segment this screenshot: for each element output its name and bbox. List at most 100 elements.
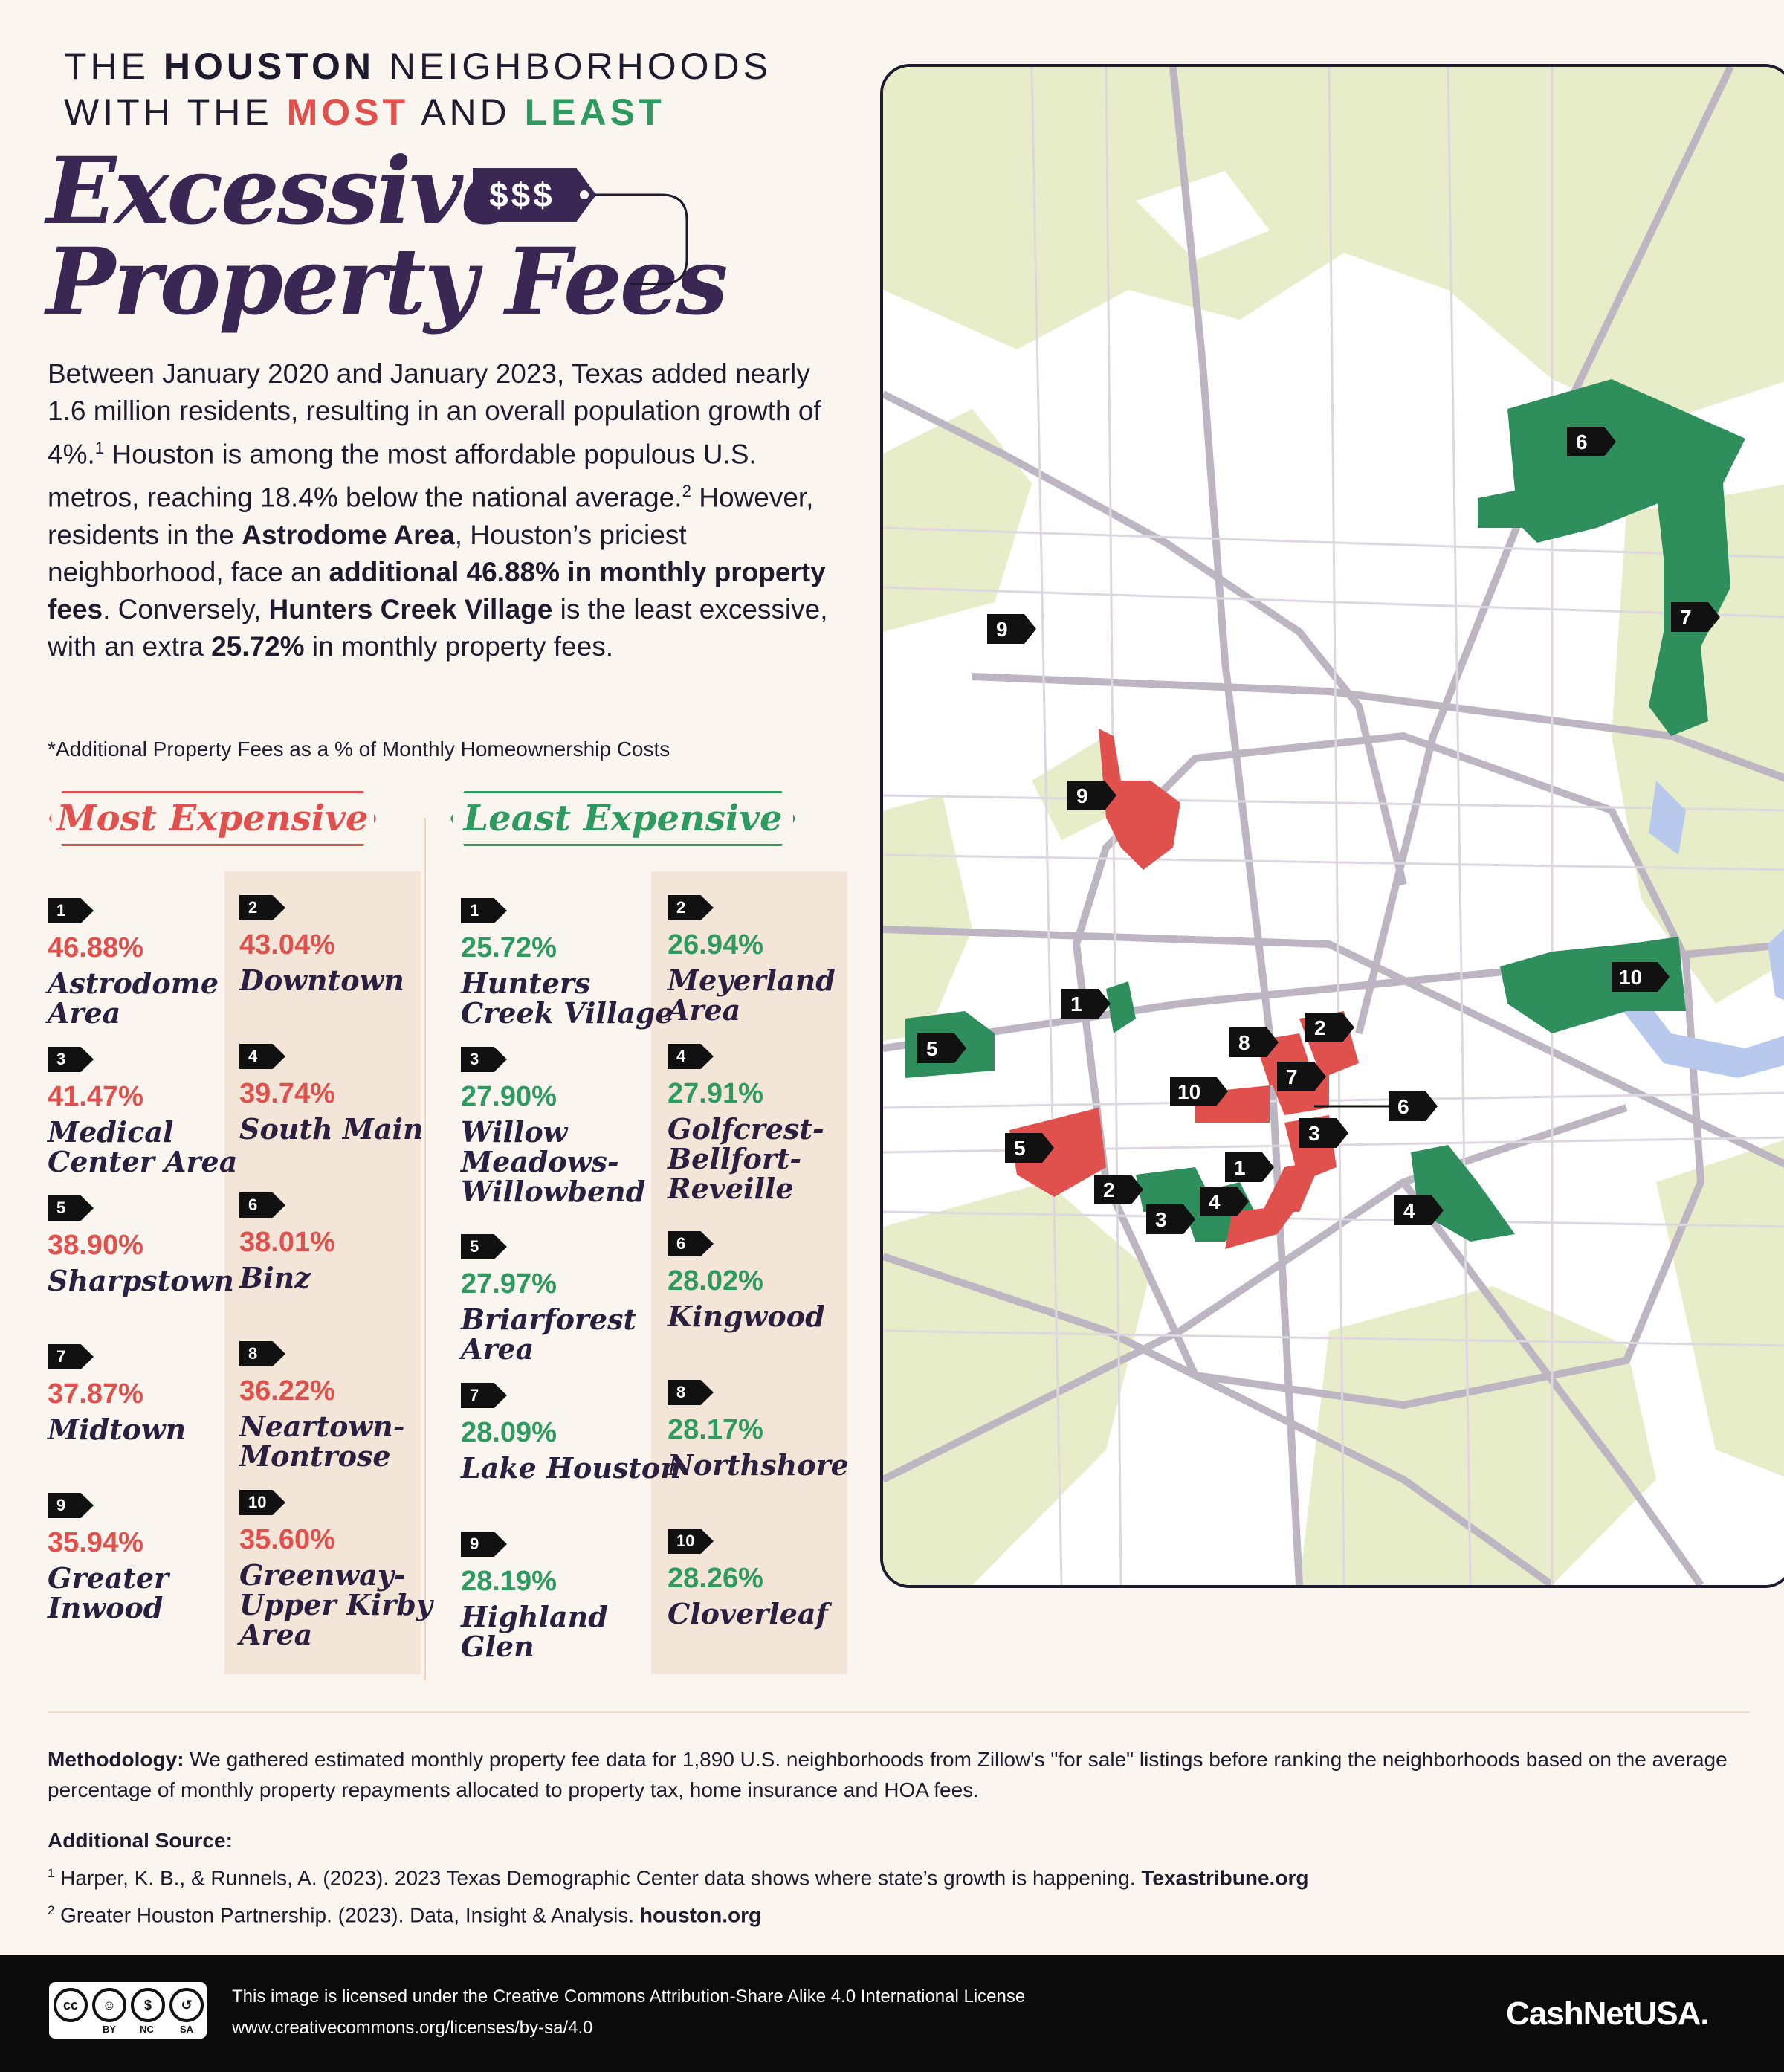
svg-text:6: 6 [1397, 1095, 1409, 1118]
svg-text:7: 7 [1680, 606, 1692, 629]
least-item-9: 9 28.19% Highland Glen [461, 1532, 684, 1662]
svg-text:1: 1 [1070, 993, 1082, 1016]
svg-text:3: 3 [1308, 1122, 1320, 1145]
fee-percentage: 41.47% [48, 1081, 143, 1112]
svg-text:6: 6 [1576, 430, 1588, 454]
most-item-8: 8 36.22% Neartown-Montrose [239, 1341, 462, 1471]
svg-text:7: 7 [1286, 1065, 1298, 1088]
rank-badge: 4 [239, 1044, 285, 1069]
water-bodies [1612, 781, 1784, 1078]
headline-line-2: WITH THE MOST AND LEAST [64, 91, 665, 134]
tag-string-icon [595, 193, 688, 285]
neighborhood-name: Cloverleaf [668, 1597, 828, 1630]
map-label-most-9: 9 [1067, 781, 1116, 810]
least-item-1: 1 25.72% Hunters Creek Village [461, 898, 684, 1028]
map-label-most-1: 1 [1225, 1152, 1274, 1182]
headline-least: LEAST [524, 91, 665, 133]
rank-badge: 5 [48, 1195, 94, 1221]
map-label-least-6: 6 [1567, 427, 1616, 456]
map-label-most-8: 8 [1229, 1027, 1279, 1057]
headline-text: NEIGHBORHOODS [375, 45, 772, 87]
fee-percentage: 37.87% [48, 1378, 143, 1410]
license-url[interactable]: www.creativecommons.org/licenses/by-sa/4… [232, 2018, 593, 2038]
fee-percentage: 35.94% [48, 1527, 143, 1558]
rank-badge: 8 [668, 1380, 714, 1405]
svg-text:4: 4 [1209, 1190, 1221, 1213]
map-label-least-4: 4 [1394, 1195, 1444, 1225]
map-label-most-4: 4 [1200, 1187, 1249, 1216]
svg-text:5: 5 [1014, 1137, 1026, 1160]
least-expensive-heading: Least Expensive [450, 791, 795, 846]
intro-paragraph: Between January 2020 and January 2023, T… [48, 358, 828, 662]
map-label-least-7: 7 [1671, 602, 1720, 632]
svg-text:9: 9 [1076, 784, 1088, 807]
rank-badge: 4 [668, 1044, 714, 1069]
neighborhood-name: Lake Houston [461, 1451, 681, 1485]
headline-text: WITH THE [64, 91, 287, 133]
fee-percentage: 27.91% [668, 1078, 763, 1109]
fee-percentage: 27.97% [461, 1268, 557, 1300]
rank-badge: 9 [461, 1532, 507, 1557]
neighborhood-name: Binz [239, 1261, 311, 1294]
most-area-9 [1099, 729, 1180, 870]
title-property-fees: Property Fees [46, 228, 728, 336]
map-label-least-3: 3 [1146, 1204, 1195, 1234]
fee-percentage: 28.09% [461, 1417, 557, 1448]
fee-percentage: 38.01% [239, 1227, 335, 1258]
least-item-4: 4 27.91% Golfcrest-Bellfort-Reveille [668, 1044, 891, 1204]
neighborhood-name: Sharpstown [48, 1264, 234, 1297]
rank-badge: 7 [48, 1344, 94, 1369]
least-item-8: 8 28.17% Northshore [668, 1380, 891, 1480]
map-label-least-5: 5 [917, 1033, 966, 1063]
neighborhood-name: Astrodome Area [48, 966, 219, 1030]
brand-logo: CashNetUSA. [1506, 1995, 1710, 2032]
rank-badge: 6 [668, 1231, 714, 1256]
fee-percentage: 35.60% [239, 1524, 335, 1555]
most-item-2: 2 43.04% Downtown [239, 895, 462, 995]
rank-badge: 3 [48, 1047, 94, 1072]
svg-text:2: 2 [1314, 1016, 1326, 1039]
least-item-6: 6 28.02% Kingwood [668, 1231, 891, 1332]
most-item-3: 3 41.47% Medical Center Area [48, 1047, 271, 1177]
separator [48, 1711, 1750, 1713]
svg-text:8: 8 [1238, 1031, 1250, 1054]
least-item-3: 3 27.90% Willow Meadows-Willowbend [461, 1047, 684, 1207]
most-item-6: 6 38.01% Binz [239, 1192, 462, 1293]
map-label-9-outer: 9 [987, 614, 1036, 644]
nc-icon: $ [131, 1988, 165, 2022]
svg-text:5: 5 [926, 1037, 938, 1060]
houston-map: 6 7 9 9 10 1 5 2 8 7 10 6 3 5 1 2 4 3 4 [880, 64, 1784, 1588]
headline-houston: HOUSTON [163, 45, 375, 87]
sources-title: Additional Source: [48, 1829, 233, 1852]
map-label-most-3: 3 [1299, 1118, 1348, 1148]
neighborhood-name: Midtown [48, 1413, 187, 1446]
most-item-5: 5 38.90% Sharpstown [48, 1195, 271, 1296]
least-item-7: 7 28.09% Lake Houston [461, 1383, 684, 1483]
sa-label: SA [180, 2024, 194, 2035]
least-area-1 [1106, 981, 1136, 1033]
cc-icon: cc [54, 1988, 88, 2022]
map-label-least-2: 2 [1094, 1175, 1143, 1204]
least-item-2: 2 26.94% Meyerland Area [668, 895, 891, 1025]
least-expensive-areas [905, 379, 1745, 1242]
neighborhood-name: Meyerland Area [668, 964, 836, 1027]
least-area-6 [1478, 379, 1745, 543]
rank-badge: 2 [668, 895, 714, 920]
most-area-1 [1262, 1160, 1322, 1212]
fee-percentage: 26.94% [668, 929, 763, 961]
tag-hole [580, 190, 589, 199]
most-item-1: 1 46.88% Astrodome Area [48, 898, 271, 1028]
fee-percentage: 28.19% [461, 1566, 557, 1597]
column-divider [424, 818, 426, 1680]
most-item-7: 7 37.87% Midtown [48, 1344, 271, 1445]
most-expensive-heading: Most Expensive [49, 791, 376, 846]
least-item-5: 5 27.97% Briarforest Area [461, 1234, 684, 1364]
neighborhood-name: Highland Glen [461, 1600, 608, 1663]
most-expensive-areas [1009, 729, 1359, 1249]
footer [0, 1955, 1784, 2072]
svg-text:2: 2 [1103, 1178, 1115, 1201]
map-label-most-5: 5 [1005, 1133, 1054, 1163]
price-tag-icon: $$$ [473, 168, 596, 222]
fee-percentage: 46.88% [48, 932, 143, 964]
neighborhood-name: South Main [239, 1112, 424, 1146]
